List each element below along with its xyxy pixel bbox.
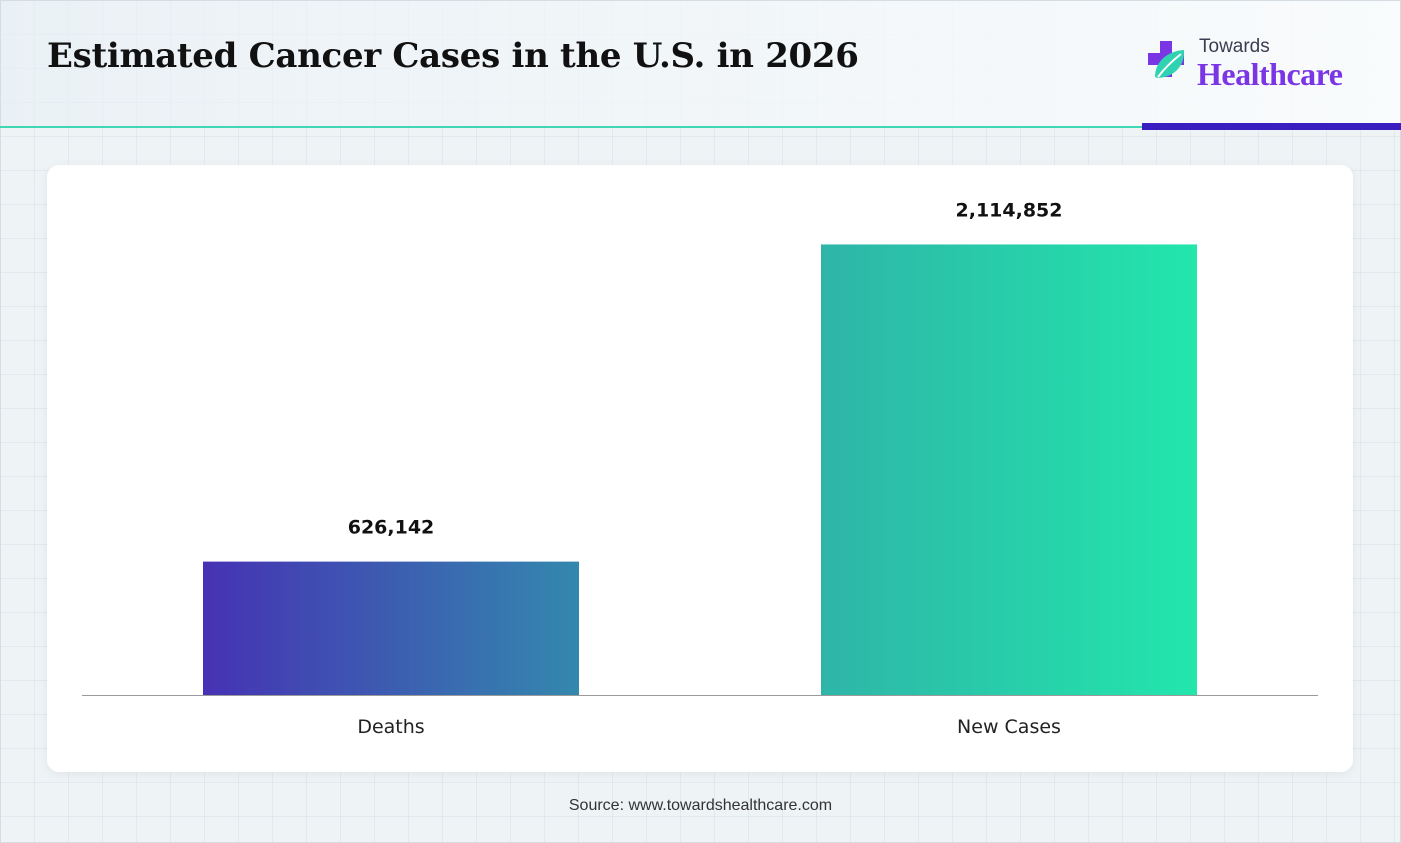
header-accent-bar	[1142, 123, 1401, 130]
source-text: Source: www.towardshealthcare.com	[568, 797, 833, 814]
data-label: 626,142	[348, 517, 435, 539]
page-title: Estimated Cancer Cases in the U.S. in 20…	[47, 36, 859, 76]
source-footer: Source: www.towardshealthcare.com	[0, 797, 1401, 815]
data-label: 2,114,852	[956, 199, 1063, 221]
bar-chart: 626,142 Deaths 2,114,852 New Cases	[82, 199, 1318, 738]
header-divider	[0, 126, 1142, 128]
brand-logo: Towards Healthcare	[1144, 34, 1364, 96]
bar-new-cases	[821, 244, 1197, 695]
x-tick-label: Deaths	[357, 716, 424, 738]
bar-deaths	[203, 561, 579, 695]
logo-healthcare-text: Healthcare	[1197, 56, 1343, 92]
x-tick-label: New Cases	[957, 716, 1061, 738]
chart-card: 626,142 Deaths 2,114,852 New Cases	[47, 165, 1353, 772]
medical-cross-leaf-icon	[1148, 41, 1185, 78]
logo-towards-text: Towards	[1199, 36, 1270, 57]
